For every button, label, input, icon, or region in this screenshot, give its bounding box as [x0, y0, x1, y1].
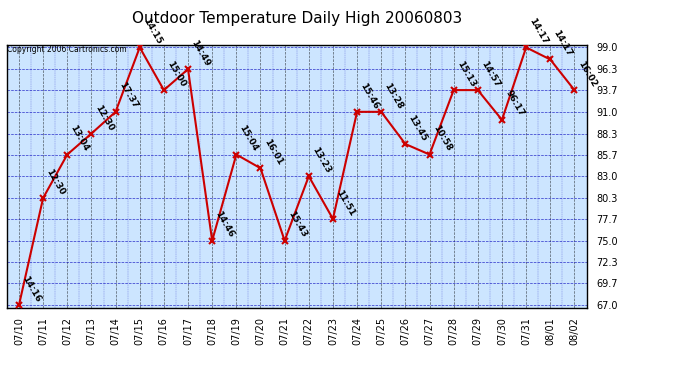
Text: 14:15: 14:15	[141, 16, 164, 46]
Text: 15:13: 15:13	[455, 59, 477, 89]
Text: Outdoor Temperature Daily High 20060803: Outdoor Temperature Daily High 20060803	[132, 11, 462, 26]
Text: 14:17: 14:17	[552, 28, 574, 58]
Text: Copyright 2006 Cartronics.com: Copyright 2006 Cartronics.com	[7, 45, 126, 54]
Text: 15:46: 15:46	[359, 81, 381, 111]
Text: 13:45: 13:45	[407, 113, 429, 142]
Text: 12:30: 12:30	[45, 167, 66, 196]
Text: 14:16: 14:16	[21, 274, 43, 304]
Text: 12:30: 12:30	[93, 103, 115, 132]
Text: 17:37: 17:37	[117, 81, 139, 111]
Text: 10:58: 10:58	[431, 124, 453, 153]
Text: 14:17: 14:17	[528, 16, 550, 46]
Text: 16:02: 16:02	[576, 60, 598, 89]
Text: 15:43: 15:43	[286, 210, 308, 239]
Text: 14:57: 14:57	[480, 59, 502, 89]
Text: 13:04: 13:04	[69, 124, 91, 153]
Text: 13:23: 13:23	[310, 146, 333, 175]
Text: 11:51: 11:51	[335, 188, 357, 218]
Text: 16:01: 16:01	[262, 138, 284, 167]
Text: 14:46: 14:46	[214, 210, 236, 239]
Text: 15:04: 15:04	[238, 124, 260, 153]
Text: 15:00: 15:00	[166, 60, 187, 89]
Text: 13:28: 13:28	[383, 81, 405, 111]
Text: 96:17: 96:17	[504, 89, 526, 118]
Text: 14:49: 14:49	[190, 38, 212, 68]
